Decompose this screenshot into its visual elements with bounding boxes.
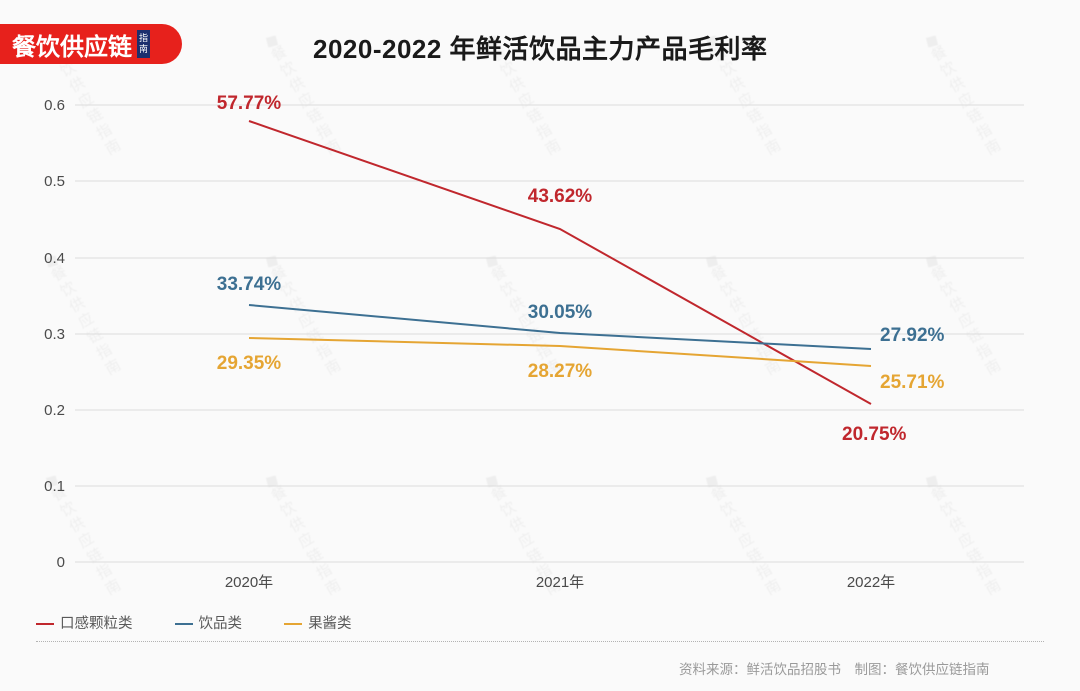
svg-text:33.74%: 33.74%	[217, 274, 282, 295]
svg-text:57.77%: 57.77%	[217, 93, 282, 114]
svg-text:2022年: 2022年	[847, 574, 895, 591]
svg-text:0: 0	[57, 554, 65, 571]
svg-text:0.5: 0.5	[44, 173, 65, 190]
svg-text:43.62%: 43.62%	[528, 186, 593, 207]
svg-text:2021年: 2021年	[536, 574, 584, 591]
svg-text:20.75%: 20.75%	[842, 424, 907, 445]
svg-text:0.4: 0.4	[44, 250, 65, 267]
svg-text:0.6: 0.6	[44, 97, 65, 114]
svg-text:30.05%: 30.05%	[528, 302, 593, 323]
svg-text:2020年: 2020年	[225, 574, 273, 591]
svg-text:27.92%: 27.92%	[880, 325, 945, 346]
svg-text:28.27%: 28.27%	[528, 361, 593, 382]
svg-text:0.3: 0.3	[44, 326, 65, 343]
svg-text:0.2: 0.2	[44, 402, 65, 419]
svg-text:0.1: 0.1	[44, 478, 65, 495]
svg-text:25.71%: 25.71%	[880, 372, 945, 393]
svg-text:29.35%: 29.35%	[217, 353, 282, 374]
